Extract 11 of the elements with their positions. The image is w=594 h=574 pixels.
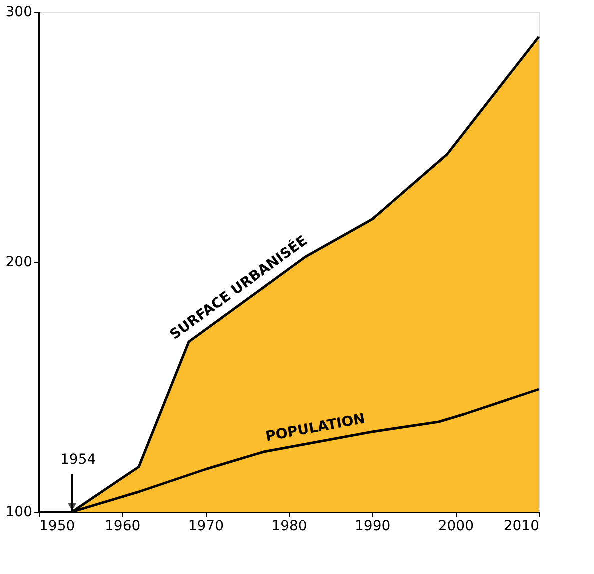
x-tick-label: 1960 <box>105 518 141 534</box>
x-tick-label: 2000 <box>438 518 474 534</box>
x-tick-label: 2010 <box>504 518 540 534</box>
x-tick-label: 1980 <box>272 518 308 534</box>
y-tick-label: 300 <box>6 4 32 20</box>
x-tick-label: 1970 <box>188 518 224 534</box>
x-tick-label: 1950 <box>40 518 76 534</box>
y-tick-label: 200 <box>6 254 32 270</box>
x-tick-label: 1990 <box>355 518 391 534</box>
y-tick-label: 100 <box>6 504 32 520</box>
annotation: 1954 <box>60 452 96 468</box>
